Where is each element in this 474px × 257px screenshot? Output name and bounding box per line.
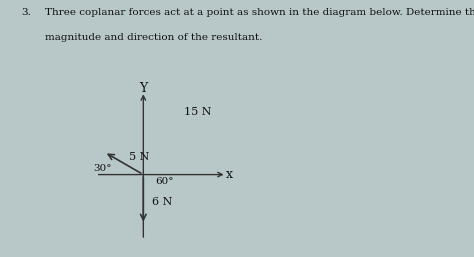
Text: 30°: 30° bbox=[94, 163, 112, 172]
Text: 15 N: 15 N bbox=[184, 107, 212, 117]
Text: 3.: 3. bbox=[21, 8, 31, 17]
Text: x: x bbox=[226, 168, 232, 181]
Text: magnitude and direction of the resultant.: magnitude and direction of the resultant… bbox=[45, 33, 263, 42]
Text: 60°: 60° bbox=[155, 177, 174, 186]
Text: 5 N: 5 N bbox=[129, 152, 149, 162]
Text: Y: Y bbox=[139, 82, 147, 96]
Text: Three coplanar forces act at a point as shown in the diagram below. Determine th: Three coplanar forces act at a point as … bbox=[45, 8, 474, 17]
Text: 6 N: 6 N bbox=[152, 197, 172, 207]
